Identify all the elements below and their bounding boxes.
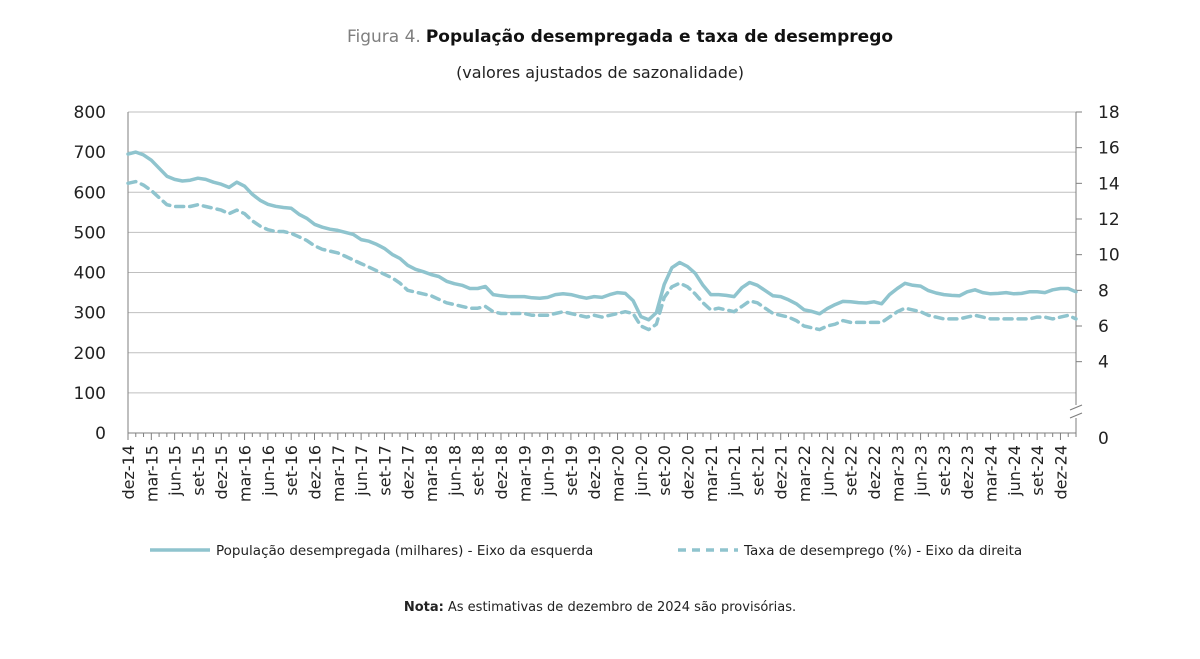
x-tick-label: dez-18 [492,445,511,500]
x-tick-label: set-21 [748,445,767,496]
x-tick-label: jun-20 [632,445,651,497]
x-tick-label: mar-17 [329,445,348,502]
x-tick-label: dez-19 [585,445,604,500]
chart-note: Nota: As estimativas de dezembro de 2024 … [404,600,796,615]
x-tick-label: set-17 [375,445,394,496]
x-tick-label: mar-19 [515,445,534,502]
series-line-unemployment-rate [126,179,1078,332]
y-tick-label-right: 8 [1098,281,1109,301]
title-prefix: Figura 4. [347,27,421,47]
y-tick-label-left: 0 [95,424,106,444]
x-tick-label: jun-16 [259,445,278,497]
x-tick-label: jun-19 [539,445,558,497]
y-tick-label-left: 500 [74,223,106,243]
x-tick-label: set-19 [562,445,581,496]
x-tick-label: jun-18 [445,445,464,497]
legend: População desempregada (milhares) - Eixo… [150,543,1022,559]
x-axis-ticks: dez-14 mar-15 jun-15 set-15 dez-15 mar-16 jun-… [119,433,1077,502]
x-tick-label: set-16 [282,445,301,496]
title-main: População desempregada e taxa de desempr… [426,27,893,47]
x-tick-label: mar-22 [795,445,814,502]
y-tick-label-left: 400 [74,264,106,284]
series-layer [126,150,1078,332]
y-tick-label-right: 4 [1098,353,1109,373]
x-tick-label: jun-21 [725,445,744,497]
axis-break-mark [1069,412,1083,419]
x-tick-label: dez-17 [399,445,418,500]
x-tick-label: mar-20 [609,445,628,502]
x-tick-label: dez-23 [958,445,977,500]
legend-label-unemployment-rate: Taxa de desemprego (%) - Eixo da direita [743,543,1022,559]
x-tick-label: set-22 [842,445,861,496]
x-tick-label: jun-24 [1005,445,1024,497]
x-tick-label: dez-22 [865,445,884,500]
x-tick-label: jun-23 [912,445,931,497]
y-tick-label-right: 10 [1098,246,1120,266]
note-label: Nota: [404,600,444,615]
x-tick-label: mar-24 [982,445,1001,502]
y-tick-label-right: 18 [1098,103,1120,123]
y-tick-label-right: 0 [1098,429,1109,449]
axis-break-mark [1069,404,1083,411]
x-tick-label: dez-20 [678,445,697,500]
x-tick-label: jun-17 [352,445,371,497]
x-tick-label: dez-14 [119,445,138,500]
x-tick-label: dez-16 [305,445,324,500]
y-tick-label-left: 200 [74,344,106,364]
x-tick-label: set-18 [469,445,488,496]
x-tick-label: dez-15 [212,445,231,500]
x-tick-label: dez-21 [772,445,791,500]
y-tick-label-left: 100 [74,384,106,404]
gridlines [128,111,1076,394]
y-tick-label-left: 600 [74,183,106,203]
x-tick-label: jun-22 [818,445,837,497]
left-axis-ticks: 0 100 200 300 400 500 600 700 800 [74,103,106,444]
x-tick-label: dez-24 [1051,445,1070,500]
x-tick-label: mar-15 [142,445,161,502]
y-tick-label-left: 800 [74,103,106,123]
y-tick-label-right: 16 [1098,139,1120,159]
x-tick-label: mar-16 [236,445,255,502]
chart-title: Figura 4. População desempregada e taxa d… [347,27,893,47]
x-tick-label: mar-21 [702,445,721,502]
chart-subtitle: (valores ajustados de sazonalidade) [456,63,744,82]
right-axis-ticks: 0 4 6 8 10 12 14 16 18 [1076,103,1120,449]
y-tick-label-right: 14 [1098,174,1120,194]
x-tick-label: mar-18 [422,445,441,502]
x-tick-label: set-15 [189,445,208,496]
x-tick-label: set-24 [1028,445,1047,496]
y-tick-label-left: 700 [74,143,106,163]
y-tick-label-left: 300 [74,304,106,324]
legend-label-unemployed-population: População desempregada (milhares) - Eixo… [216,543,593,559]
series-line-unemployed-population [126,150,1078,322]
x-tick-label: set-23 [935,445,954,496]
note-text: As estimativas de dezembro de 2024 são p… [448,600,796,615]
y-tick-label-right: 6 [1098,317,1109,337]
x-tick-label: mar-23 [888,445,907,502]
y-tick-label-right: 12 [1098,210,1120,230]
x-tick-label: jun-15 [166,445,185,497]
x-tick-label: set-20 [655,445,674,496]
